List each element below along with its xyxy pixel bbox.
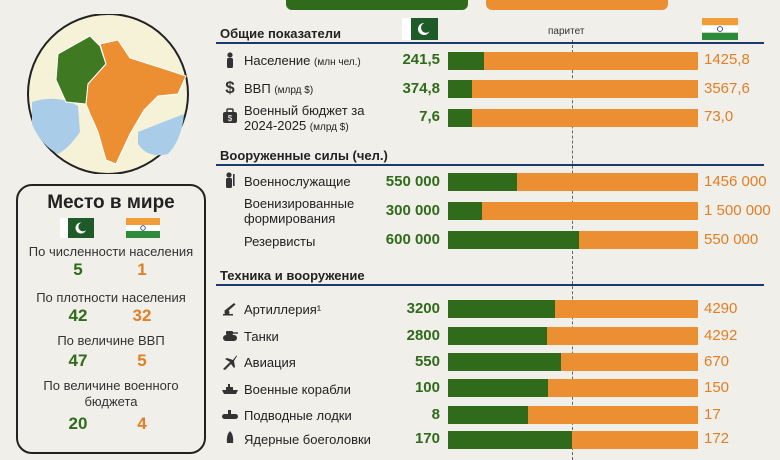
in-value-gdp: 3567,6 xyxy=(704,80,750,97)
pk-value-gdp: 374,8 xyxy=(402,80,440,97)
parity-line xyxy=(572,40,573,460)
row-label-aviation: Авиация xyxy=(244,355,296,370)
pk-value-paramilitary: 300 000 xyxy=(385,202,440,219)
row-label-paramilitary: Военизированные формирования xyxy=(244,196,355,226)
rank-pk-density: 42 xyxy=(68,306,88,325)
ranking-title: Место в мире xyxy=(47,192,175,213)
rank-pk-gdp: 47 xyxy=(68,351,88,370)
rank-pk-population: 5 xyxy=(73,260,83,279)
rank-label-budget-2: бюджета xyxy=(84,394,138,409)
rank-label-gdp: По величине ВВП xyxy=(57,333,165,348)
rank-in-gdp: 5 xyxy=(137,351,147,370)
row-label-population: Население (млн чел.) xyxy=(244,53,361,68)
rank-pk-budget: 20 xyxy=(68,414,88,433)
rank-label-budget: По величине военного xyxy=(43,378,179,393)
in-value-submarines: 17 xyxy=(704,406,721,423)
pk-value-budget: 7,6 xyxy=(419,108,440,125)
section-title-forces: Вооруженные силы (чел.) xyxy=(220,148,388,163)
bar-reservists xyxy=(448,231,698,249)
rank-label-density: По плотности населения xyxy=(36,290,186,305)
warhead-icon xyxy=(222,431,238,447)
pk-value-soldiers: 550 000 xyxy=(385,173,440,190)
row-label-soldiers: Военнослужащие xyxy=(244,174,351,189)
aircraft-icon xyxy=(222,354,238,370)
bar-tanks xyxy=(448,327,698,345)
warship-icon xyxy=(222,381,238,397)
pakistan-flag-icon xyxy=(402,18,438,40)
bar-aviation xyxy=(448,353,698,371)
row-label-reservists: Резервисты xyxy=(244,234,316,249)
artillery-icon xyxy=(222,300,238,316)
pk-value-tanks: 2800 xyxy=(406,327,440,344)
in-value-warships: 150 xyxy=(704,379,730,396)
in-value-population: 1425,8 xyxy=(704,51,750,68)
section-divider xyxy=(216,284,764,286)
region-map xyxy=(18,13,198,175)
rank-in-density: 32 xyxy=(132,306,152,325)
bar-budget xyxy=(448,109,698,127)
section-title-equipment: Техника и вооружение xyxy=(220,268,365,283)
section-divider xyxy=(216,42,764,44)
pakistan-header-tab xyxy=(286,0,468,10)
tank-icon xyxy=(222,328,238,344)
row-label-warships: Военные корабли xyxy=(244,382,351,397)
parity-label: паритет xyxy=(548,26,585,37)
in-value-soldiers: 1456 000 xyxy=(704,173,767,190)
in-value-budget: 73,0 xyxy=(704,108,734,125)
in-value-reservists: 550 000 xyxy=(704,231,759,248)
india-header-tab xyxy=(486,0,668,10)
bar-artillery xyxy=(448,300,698,318)
row-label-tanks: Танки xyxy=(244,329,279,344)
rank-in-budget: 4 xyxy=(137,414,147,433)
bar-paramilitary xyxy=(448,202,698,220)
row-label-budget: Военный бюджет за 2024-2025 (млрд $) xyxy=(244,103,365,133)
bar-gdp xyxy=(448,80,698,98)
section-divider xyxy=(216,164,764,166)
person-icon xyxy=(222,52,238,68)
dollar-icon: $ xyxy=(225,78,235,97)
bar-warships xyxy=(448,379,698,397)
pk-value-artillery: 3200 xyxy=(406,300,440,317)
pk-value-warheads: 170 xyxy=(414,430,440,447)
pk-value-submarines: 8 xyxy=(431,406,440,423)
bar-soldiers xyxy=(448,173,698,191)
section-title-general: Общие показатели xyxy=(220,26,341,41)
india-flag-icon xyxy=(702,18,738,40)
india-flag-icon xyxy=(126,218,160,238)
in-value-paramilitary: 1 500 000 xyxy=(704,202,771,219)
row-label-gdp: ВВП (млрд $) xyxy=(244,81,314,96)
svg-text:$: $ xyxy=(228,114,233,123)
pk-value-warships: 100 xyxy=(414,379,440,396)
budget-icon: $ xyxy=(222,108,238,124)
pk-value-reservists: 600 000 xyxy=(385,231,440,248)
row-label-artillery: Артиллерия¹ xyxy=(244,302,322,317)
in-value-warheads: 172 xyxy=(704,430,730,447)
row-label-submarines: Подводные лодки xyxy=(244,408,352,423)
pk-value-aviation: 550 xyxy=(414,353,440,370)
in-value-artillery: 4290 xyxy=(704,300,738,317)
in-value-aviation: 670 xyxy=(704,353,730,370)
bar-population xyxy=(448,52,698,70)
in-value-tanks: 4292 xyxy=(704,327,738,344)
pk-value-population: 241,5 xyxy=(402,51,440,68)
rank-in-population: 1 xyxy=(137,260,147,279)
submarine-icon xyxy=(222,407,238,423)
rank-label-population: По численности населения xyxy=(28,244,194,259)
bar-submarines xyxy=(448,406,698,424)
world-ranking-panel: Место в мире По численности населения 5 … xyxy=(16,184,206,454)
soldier-icon xyxy=(222,172,238,188)
pakistan-flag-icon xyxy=(60,218,94,238)
bar-warheads xyxy=(448,431,698,449)
